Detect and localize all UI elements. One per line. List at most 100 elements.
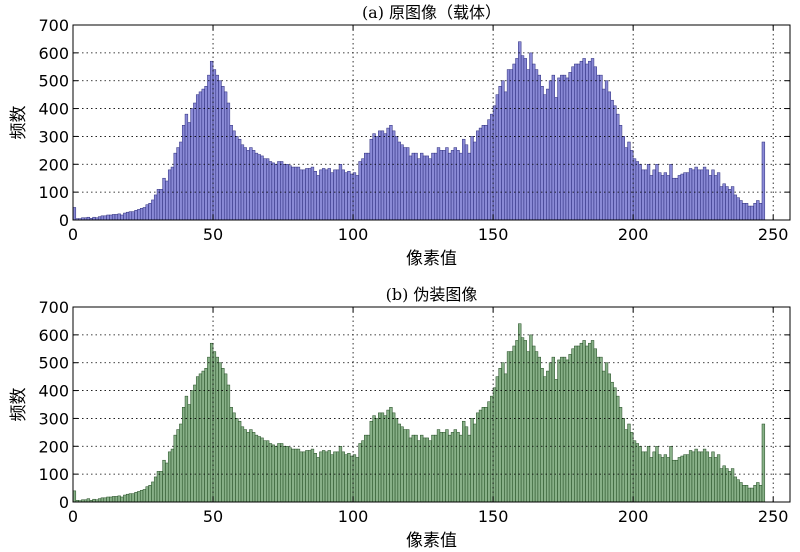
bar [232,412,236,503]
bar [666,175,670,221]
bar [498,368,502,503]
bar [758,485,763,503]
bar [523,340,527,503]
bar [674,459,679,503]
bar [476,130,480,221]
bar [170,448,175,503]
bar [744,203,749,221]
bar [730,468,735,503]
bar [565,77,569,221]
bar [218,362,222,503]
bar [568,354,572,503]
bar [529,52,533,221]
bar [347,171,351,221]
bar [238,420,242,503]
bar [336,451,340,503]
bar [610,99,614,221]
bar [442,150,446,221]
bar [352,172,357,221]
bar [448,434,452,503]
bar [361,158,365,221]
bar [266,440,270,503]
bar [686,454,690,503]
bar [181,125,186,221]
bar [630,432,634,503]
bar [618,125,623,221]
bar [635,443,640,503]
bar [761,141,766,221]
bar [711,451,715,503]
bar [319,451,323,503]
bar [481,407,485,503]
bar [593,66,598,221]
bar [383,415,387,503]
bar [380,412,385,503]
bar [123,494,127,503]
bar [139,208,144,221]
bar [120,496,124,503]
bar [481,125,485,221]
bar [660,457,665,503]
bar [375,136,379,221]
bar [716,454,721,503]
bar [739,482,743,503]
bar [271,444,275,503]
bar [137,491,141,503]
y-tick-label: 0 [59,211,69,230]
y-tick-label: 600 [38,44,69,63]
x-tick-label: 250 [758,507,789,526]
bar [425,437,429,503]
x-tick-label: 250 [758,225,789,244]
y-tick-label: 200 [38,437,69,456]
bar [422,437,427,503]
bar [243,147,247,221]
bar [324,169,329,221]
bar [515,340,519,503]
bar [207,74,211,221]
bar [599,74,603,221]
bar [574,63,578,221]
bar-series [72,323,766,503]
bar [221,368,225,503]
bar [431,152,435,221]
bar [518,323,522,503]
bar [260,437,264,503]
bar [249,429,253,503]
bar [364,152,368,221]
bar [747,487,752,503]
bar [204,368,208,503]
bar [156,471,161,503]
bar [344,454,348,503]
bar [302,451,306,503]
bar [568,72,572,221]
bar [209,60,214,221]
y-tick-label: 200 [38,155,69,174]
bar [434,434,438,503]
bar [529,334,533,503]
bar [616,395,620,503]
bar [694,448,698,503]
bar [560,74,564,221]
bar [464,144,469,221]
x-axis-label: 像素值 [406,531,457,551]
bar [719,468,724,503]
bar [134,492,138,503]
bar [655,446,659,503]
bar [459,152,463,221]
y-tick-label: 300 [38,409,69,428]
bar [417,440,421,503]
bar [501,80,505,221]
bar [714,175,718,221]
bar [439,432,443,503]
bar [170,166,175,221]
bar [425,155,429,221]
bar [310,166,315,221]
bar [655,164,659,221]
bar [128,493,133,503]
bar [299,451,303,503]
bar [627,141,631,221]
bar [134,210,138,221]
bar [167,451,172,503]
bar [616,113,620,221]
bar [271,162,275,221]
